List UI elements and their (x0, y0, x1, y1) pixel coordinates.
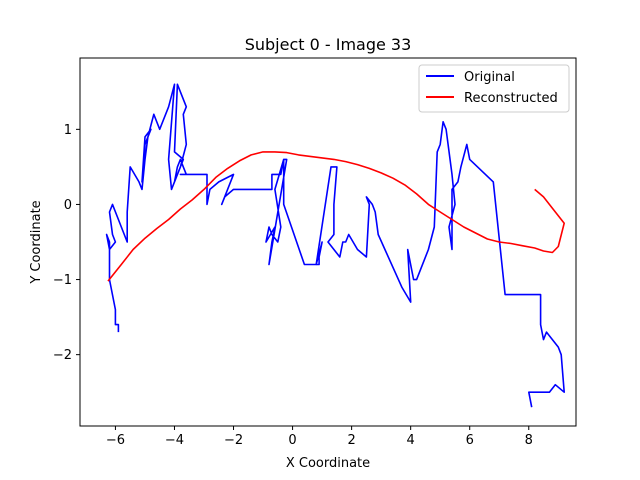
series-line-original (105, 83, 566, 408)
x-tick-label: −2 (224, 433, 243, 448)
x-tick-label: 6 (466, 433, 474, 448)
legend: Original Reconstructed (418, 64, 570, 113)
x-axis-label: X Coordinate (286, 456, 370, 471)
y-tick-label: −1 (53, 273, 72, 288)
plot-series (105, 83, 566, 408)
x-tick-label: 2 (347, 433, 355, 448)
y-axis: −2 −1 0 1 (53, 123, 80, 363)
y-tick-label: −2 (53, 348, 72, 363)
x-tick-label: 4 (407, 433, 415, 448)
legend-label-reconstructed: Reconstructed (464, 91, 558, 106)
x-tick-label: −4 (165, 433, 184, 448)
chart-title: Subject 0 - Image 33 (245, 35, 412, 54)
legend-box (418, 64, 570, 113)
y-axis-label: Y Coordinate (29, 200, 44, 284)
plot-frame (79, 57, 577, 427)
x-tick-label: 8 (525, 433, 533, 448)
x-tick-label: 0 (288, 433, 296, 448)
legend-label-original: Original (464, 70, 515, 85)
series-line-reconstructed (107, 151, 566, 282)
x-tick-label: −6 (106, 433, 125, 448)
y-tick-label: 0 (64, 198, 72, 213)
y-tick-label: 1 (64, 123, 72, 138)
x-axis: −6 −4 −2 0 2 4 6 8 (106, 426, 533, 448)
